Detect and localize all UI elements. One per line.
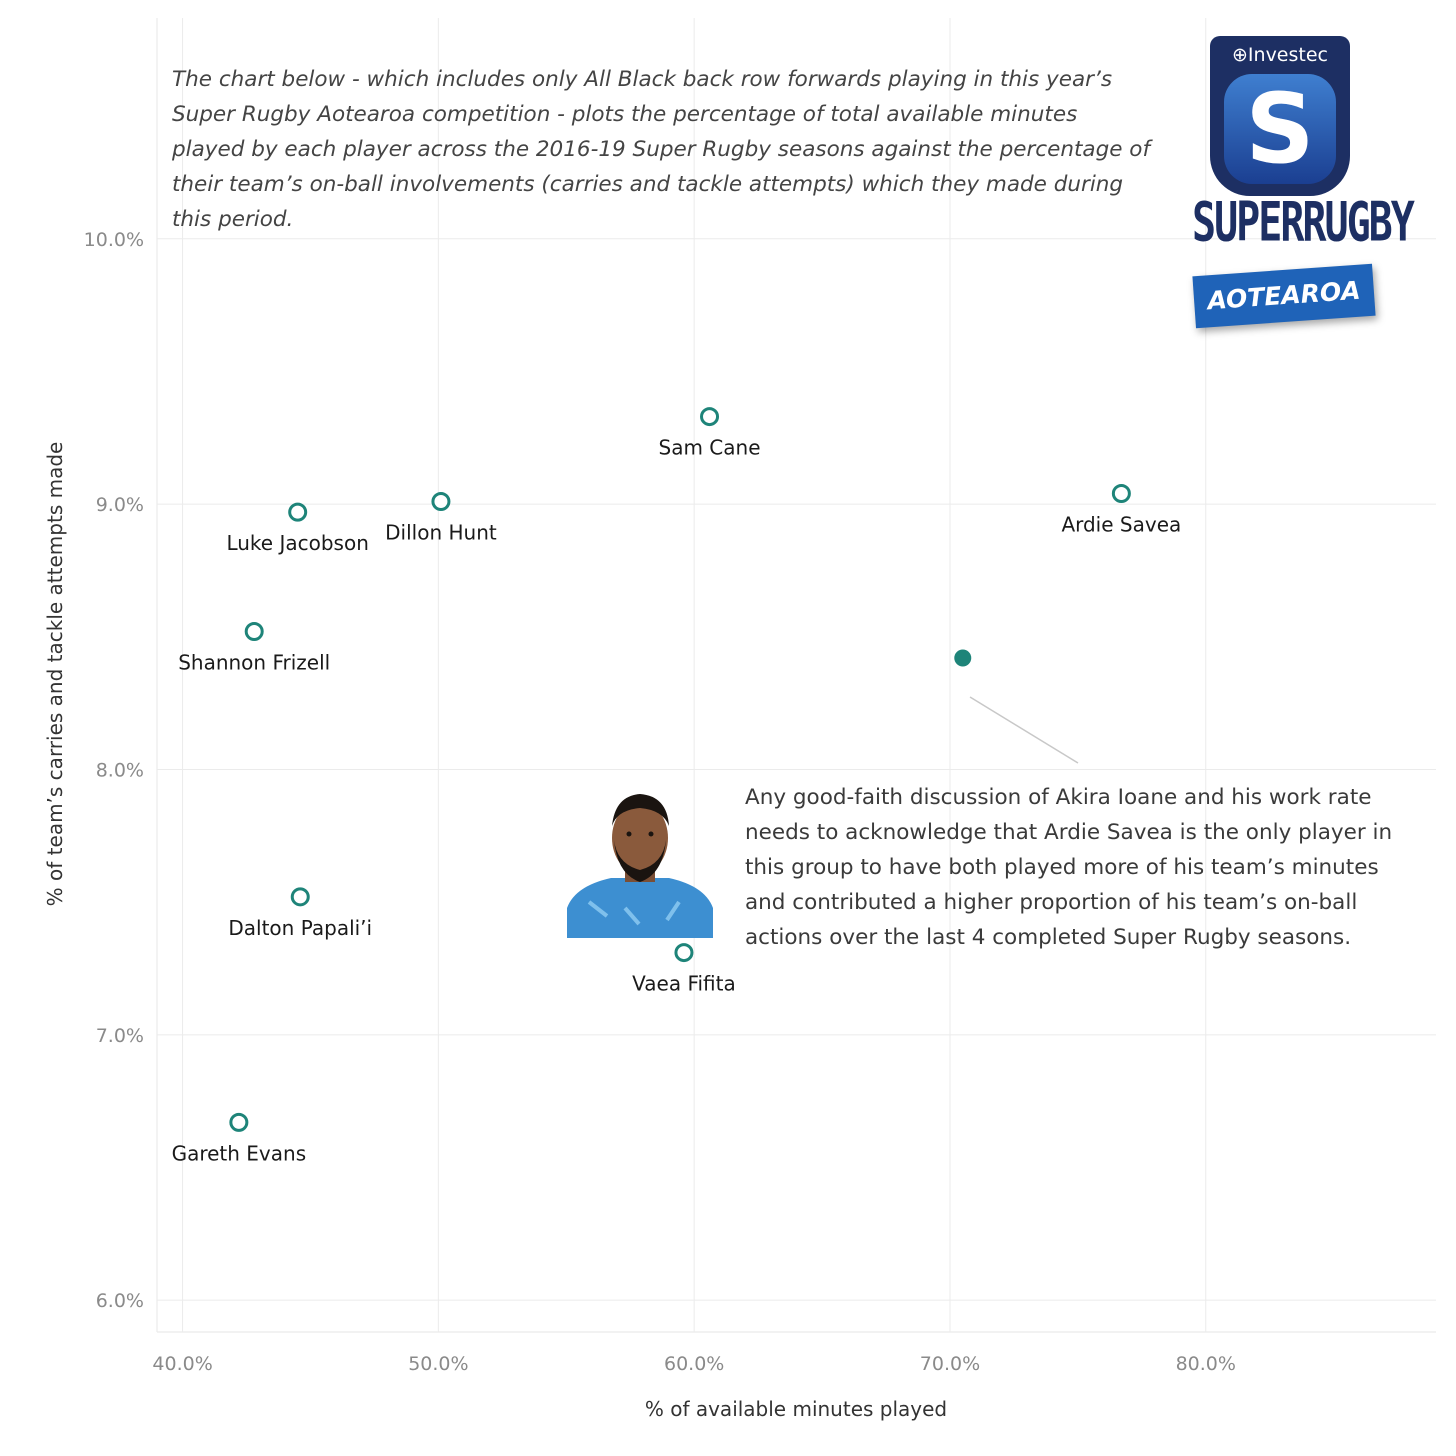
x-tick-label: 40.0% (152, 1353, 212, 1375)
data-point (700, 407, 720, 427)
data-point (1111, 484, 1131, 504)
data-point (229, 1112, 249, 1132)
y-axis-ticks: 6.0% 7.0% 8.0% 9.0% 10.0% (84, 229, 144, 1312)
data-point (954, 649, 972, 667)
data-point-label: Ardie Savea (1061, 513, 1181, 537)
data-point-label: Gareth Evans (172, 1141, 307, 1165)
y-tick-label: 10.0% (84, 229, 144, 251)
annotation-text: Any good-faith discussion of Akira Ioane… (745, 785, 1393, 950)
x-tick-label: 80.0% (1176, 1353, 1236, 1375)
y-tick-label: 9.0% (96, 494, 144, 516)
data-point-label: Vaea Fifita (632, 972, 736, 996)
logo-shield: ⊕Investec S (1210, 36, 1350, 196)
chart-intro-text: The chart below - which includes only Al… (172, 67, 1151, 232)
y-axis-label: % of team’s carries and tackle attempts … (43, 442, 67, 907)
y-tick-label: 7.0% (96, 1025, 144, 1047)
data-point (431, 491, 451, 511)
x-tick-label: 70.0% (920, 1353, 980, 1375)
x-tick-label: 60.0% (664, 1353, 724, 1375)
x-axis-label: % of available minutes played (645, 1397, 947, 1421)
data-point-label: Dalton Papali’i (228, 916, 372, 940)
annotation-leader-line (969, 696, 1079, 764)
super-rugby-aotearoa-logo: ⊕Investec S SUPERRUGBY AOTEAROA (1192, 36, 1415, 336)
data-point (290, 887, 310, 907)
logo-s-icon: S (1224, 74, 1336, 184)
y-tick-label: 6.0% (96, 1290, 144, 1312)
data-point-label: Dillon Hunt (385, 520, 497, 544)
y-tick-label: 8.0% (96, 759, 144, 781)
player-headshot-icon (567, 794, 713, 938)
logo-brand-text: ⊕Investec (1232, 44, 1328, 66)
x-axis-ticks: 40.0% 50.0% 60.0% 70.0% 80.0% (152, 1353, 1236, 1375)
data-point (674, 943, 694, 963)
data-point-label: Luke Jacobson (226, 531, 368, 555)
data-point (288, 502, 308, 522)
chart-grid (156, 18, 1436, 1333)
logo-banner: AOTEAROA (1192, 263, 1376, 329)
data-point-label: Shannon Frizell (178, 651, 330, 675)
data-point (244, 622, 264, 642)
data-point-label: Sam Cane (659, 436, 761, 460)
logo-wordmark: SUPERRUGBY (1192, 191, 1415, 255)
data-points: Sam Cane Ardie Savea Dillon Hunt Luke Jacob… (172, 407, 1181, 1165)
x-tick-label: 50.0% (408, 1353, 468, 1375)
